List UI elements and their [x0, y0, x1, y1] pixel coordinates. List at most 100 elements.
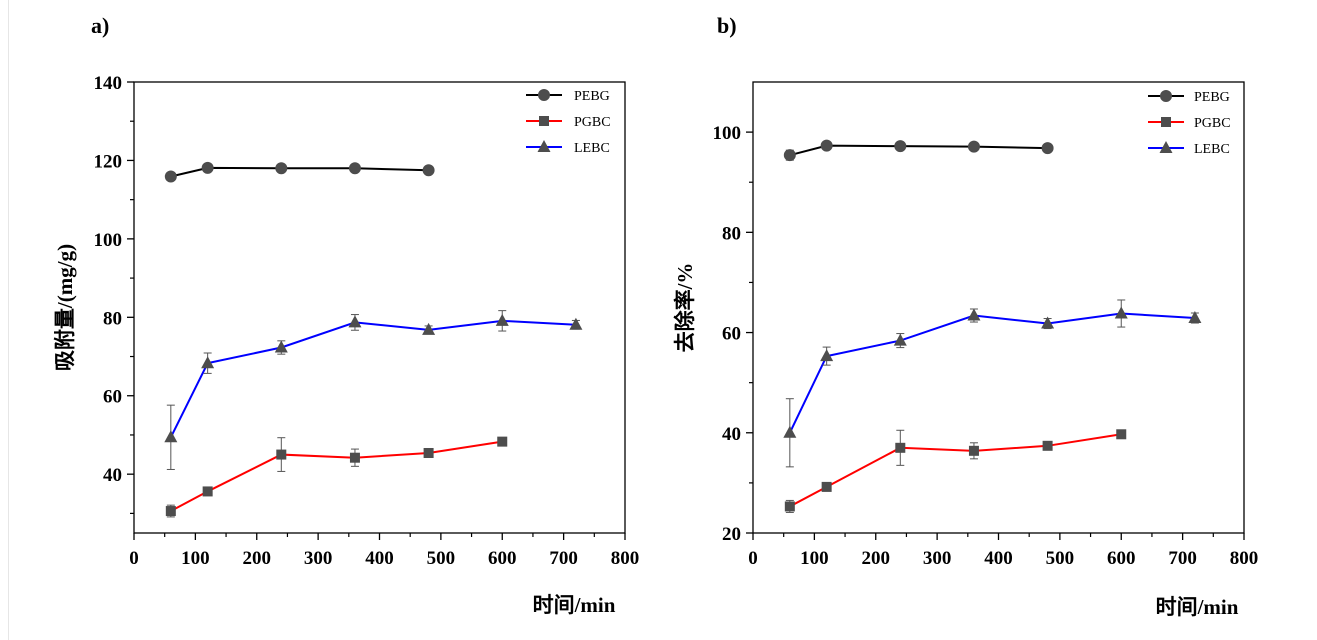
data-point — [348, 162, 361, 175]
legend-label: PGBC — [574, 115, 611, 130]
legend-entry-lebc: LEBC — [526, 140, 610, 156]
data-point — [422, 322, 436, 335]
data-point — [348, 315, 362, 328]
y-tick-label: 60 — [722, 324, 741, 345]
x-tick-label: 700 — [549, 548, 578, 569]
data-point — [895, 442, 906, 453]
data-point — [274, 340, 288, 353]
legend-entry-pebg: PEBG — [526, 89, 610, 104]
x-tick-label: 100 — [181, 548, 210, 569]
series-pgbc — [784, 429, 1127, 513]
x-tick-label: 500 — [1046, 548, 1075, 569]
legend-label: PGBC — [1194, 116, 1231, 131]
data-point — [820, 139, 833, 152]
data-point — [165, 506, 176, 517]
y-tick-label: 40 — [103, 465, 122, 486]
x-tick-label: 400 — [365, 548, 394, 569]
series-pebg — [783, 139, 1054, 162]
y-tick-label: 100 — [713, 123, 742, 144]
x-tick-label: 600 — [488, 548, 517, 569]
x-tick-label: 500 — [427, 548, 456, 569]
series-line — [169, 319, 576, 438]
x-tick-label: 600 — [1107, 548, 1136, 569]
y-tick-label: 120 — [94, 151, 123, 172]
legend-marker — [538, 89, 550, 101]
x-tick-label: 100 — [800, 548, 829, 569]
data-point — [164, 170, 177, 183]
data-point — [784, 501, 795, 512]
legend-marker — [539, 116, 549, 126]
x-tick-label: 0 — [748, 548, 758, 569]
series-lebc — [783, 299, 1202, 468]
data-point — [202, 486, 213, 497]
data-point — [1041, 142, 1054, 155]
data-point — [495, 313, 509, 326]
y-tick-label: 100 — [94, 230, 123, 251]
series-pebg — [164, 161, 435, 183]
legend-entry-pebg: PEBG — [1148, 90, 1230, 105]
chart-panel-a: 0 100 200 300 400 500 600 700 800 40 60 80 100 120 140… — [53, 13, 639, 617]
data-point — [783, 425, 797, 438]
data-point — [820, 349, 834, 362]
x-tick-label: 400 — [984, 548, 1013, 569]
data-point — [422, 164, 435, 177]
legend-marker — [1160, 90, 1172, 102]
data-point — [783, 149, 796, 162]
panel-label: a) — [91, 13, 109, 38]
series-pgbc — [165, 436, 508, 518]
x-tick-label: 0 — [129, 548, 139, 569]
y-axis-title: 吸附量/(mg/g) — [53, 244, 77, 371]
legend-label: PEBG — [1194, 90, 1230, 105]
data-point — [821, 481, 832, 492]
legend-marker — [1159, 141, 1173, 153]
legend-marker — [537, 140, 551, 152]
image-border — [8, 0, 9, 640]
data-point — [968, 445, 979, 456]
x-axis-title: 时间/min — [533, 593, 616, 617]
y-tick-label: 20 — [722, 524, 741, 545]
y-tick-label: 80 — [722, 223, 741, 244]
data-point — [201, 356, 215, 369]
data-point — [423, 447, 434, 458]
x-tick-label: 700 — [1168, 548, 1197, 569]
y-tick-label: 60 — [103, 387, 122, 408]
data-point — [1114, 306, 1128, 319]
data-point — [1116, 429, 1127, 440]
data-point — [349, 452, 360, 463]
x-tick-label: 200 — [243, 548, 272, 569]
legend-entry-pgbc: PGBC — [526, 115, 611, 130]
data-point — [894, 140, 907, 153]
legend-entry-lebc: LEBC — [1148, 141, 1230, 157]
series-line — [788, 312, 1195, 434]
legend-label: LEBC — [574, 141, 610, 156]
series-lebc — [164, 310, 583, 470]
data-point — [497, 436, 508, 447]
legend-label: LEBC — [1194, 142, 1230, 157]
data-point — [1041, 316, 1055, 329]
chart-panel-b: 0 100 200 300 400 500 600 700 800 20 40 60 80 100 b) 时间… — [673, 13, 1258, 619]
y-axis-title: 去除率/% — [673, 263, 697, 353]
x-axis-title: 时间/min — [1156, 595, 1239, 619]
data-point — [967, 140, 980, 153]
data-point — [164, 430, 178, 443]
legend-marker — [1161, 117, 1171, 127]
x-tick-label: 800 — [611, 548, 640, 569]
data-point — [275, 162, 288, 175]
legend-entry-pgbc: PGBC — [1148, 116, 1231, 131]
legend-label: PEBG — [574, 89, 610, 104]
x-tick-label: 300 — [923, 548, 952, 569]
data-point — [893, 333, 907, 346]
x-tick-label: 300 — [304, 548, 333, 569]
y-tick-label: 40 — [722, 424, 741, 445]
y-tick-label: 140 — [94, 73, 123, 94]
panel-label: b) — [717, 13, 737, 38]
x-tick-label: 200 — [862, 548, 891, 569]
series-line — [789, 433, 1122, 508]
y-tick-label: 80 — [103, 308, 122, 329]
data-point — [276, 449, 287, 460]
data-point — [967, 308, 981, 321]
data-point — [1188, 311, 1202, 324]
x-tick-label: 800 — [1230, 548, 1259, 569]
data-point — [201, 161, 214, 174]
